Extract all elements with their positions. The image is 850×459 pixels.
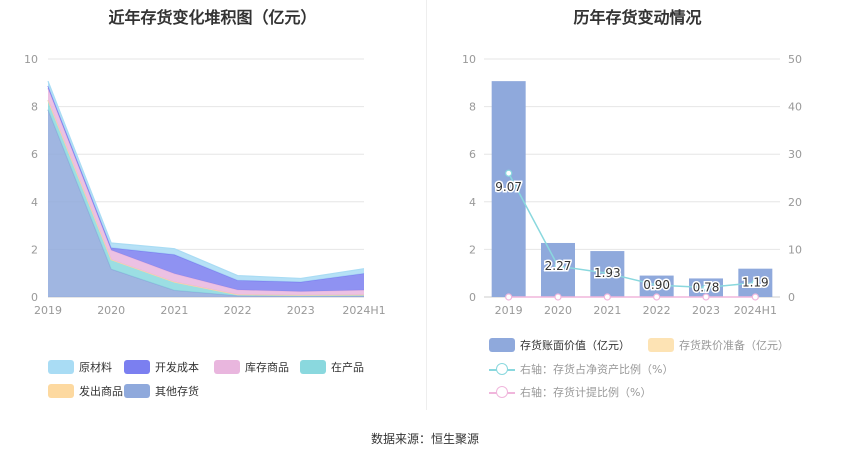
legend-swatch [48, 360, 74, 374]
legend-label: 发出商品 [79, 385, 123, 398]
right-y-tick-label: 4 [469, 196, 476, 209]
bar-value-label: 9.07 [495, 180, 522, 194]
left-y-tick-label: 2 [31, 243, 38, 256]
legend-item[interactable]: 开发成本 [124, 359, 199, 375]
legend-label: 开发成本 [155, 361, 199, 374]
legend-item[interactable]: 在产品 [300, 359, 364, 375]
charts-canvas: 0 2 4 6 8 10 2019 2020 2021 2022 2023 2024H1 0 2 4 6 8 10… [24, 53, 802, 317]
legend-label: 在产品 [331, 361, 364, 374]
right-x-tick-label: 2021 [593, 304, 621, 317]
left-x-tick-label: 2020 [97, 304, 125, 317]
right-y2-tick-label: 0 [788, 291, 795, 304]
right-y-tick-label: 2 [469, 243, 476, 256]
right-y2-tick-label: 30 [788, 148, 802, 161]
legend-item[interactable]: 其他存货 [124, 383, 199, 399]
left-x-tick-label: 2024H1 [342, 304, 385, 317]
legend-swatch [48, 384, 74, 398]
data-source: 数据来源：恒生聚源 [370, 432, 479, 446]
bar-value-label: 1.93 [594, 266, 621, 280]
legend-label: 其他存货 [155, 385, 199, 398]
right-chart-title: 历年存货变动情况 [573, 8, 702, 27]
right-y-tick-label: 6 [469, 148, 476, 161]
right-y2-tick-label: 20 [788, 196, 802, 209]
inventory-bar [541, 242, 575, 297]
legend-item[interactable]: 存货跌价准备（亿元） [648, 337, 789, 353]
legend-item[interactable]: 库存商品 [214, 359, 289, 375]
net-asset-ratio-point [702, 283, 710, 292]
right-x-tick-label: 2020 [544, 304, 572, 317]
left-y-tick-label: 10 [24, 53, 38, 66]
legend-swatch [214, 360, 240, 374]
bar-value-label: 1.19 [742, 276, 769, 290]
provision-ratio-point [751, 293, 759, 301]
legend-label: 原材料 [79, 361, 112, 374]
bar-value-label: 0.90 [643, 278, 670, 292]
right-y2-tick-label: 50 [788, 53, 802, 66]
right-x-tick-label: 2019 [495, 304, 523, 317]
legend-swatch [489, 385, 515, 399]
legend-item[interactable]: 右轴：存货计提比例（%） [489, 384, 651, 400]
left-x-tick-label: 2023 [287, 304, 315, 317]
area-edge-原材料 [47, 80, 365, 280]
legend-label: 存货跌价准备（亿元） [679, 339, 789, 352]
provision-ratio-point [603, 293, 611, 301]
panel-divider [426, 0, 427, 410]
left-y-tick-label: 6 [31, 148, 38, 161]
legend-swatch [300, 360, 326, 374]
bar-value-label: 0.78 [693, 280, 720, 294]
area-其他存货 [48, 109, 364, 297]
net-asset-ratio-point [554, 262, 562, 270]
right-y-tick-label: 0 [469, 291, 476, 304]
net-asset-ratio-point [505, 169, 513, 177]
legend-item[interactable]: 存货账面价值（亿元） [489, 337, 630, 353]
net-asset-ratio-point [603, 269, 611, 277]
right-y-tick-label: 8 [469, 101, 476, 114]
left-x-tick-label: 2021 [160, 304, 188, 317]
right-x-tick-label: 2023 [692, 304, 720, 317]
bar-value-label: 2.27 [545, 259, 572, 273]
inventory-bar [491, 81, 526, 297]
right-y2-tick-label: 40 [788, 101, 802, 114]
net-asset-ratio-point [751, 279, 759, 287]
provision-ratio-point [554, 293, 562, 301]
right-y2-tick-label: 10 [788, 243, 802, 256]
legend-label: 右轴：存货占净资产比例（%） [520, 363, 674, 376]
legend-item[interactable]: 原材料 [48, 359, 112, 375]
legend-swatch [648, 338, 674, 352]
legend-swatch [124, 360, 150, 374]
legend-swatch [489, 338, 515, 352]
right-x-tick-label: 2024H1 [734, 304, 777, 317]
legend-label: 库存商品 [245, 361, 289, 374]
right-y-tick-label: 10 [462, 53, 476, 66]
left-y-tick-label: 4 [31, 196, 38, 209]
provision-ratio-point [653, 293, 661, 301]
legend-swatch [489, 362, 515, 376]
net-asset-ratio-point [653, 281, 661, 289]
left-chart-title: 近年存货变化堆积图（亿元） [108, 8, 317, 27]
left-y-tick-label: 8 [31, 101, 38, 114]
right-x-tick-label: 2022 [643, 304, 671, 317]
legend-swatch [124, 384, 150, 398]
provision-ratio-point [505, 293, 513, 301]
left-x-tick-label: 2022 [224, 304, 252, 317]
left-x-tick-label: 2019 [34, 304, 62, 317]
legend-label: 存货账面价值（亿元） [520, 339, 630, 352]
provision-ratio-point [702, 293, 710, 301]
legend-item[interactable]: 右轴：存货占净资产比例（%） [489, 361, 673, 377]
net-asset-ratio-line [508, 172, 756, 289]
left-y-tick-label: 0 [31, 291, 38, 304]
legend-item[interactable]: 发出商品 [48, 383, 123, 399]
legend-label: 右轴：存货计提比例（%） [520, 386, 652, 399]
